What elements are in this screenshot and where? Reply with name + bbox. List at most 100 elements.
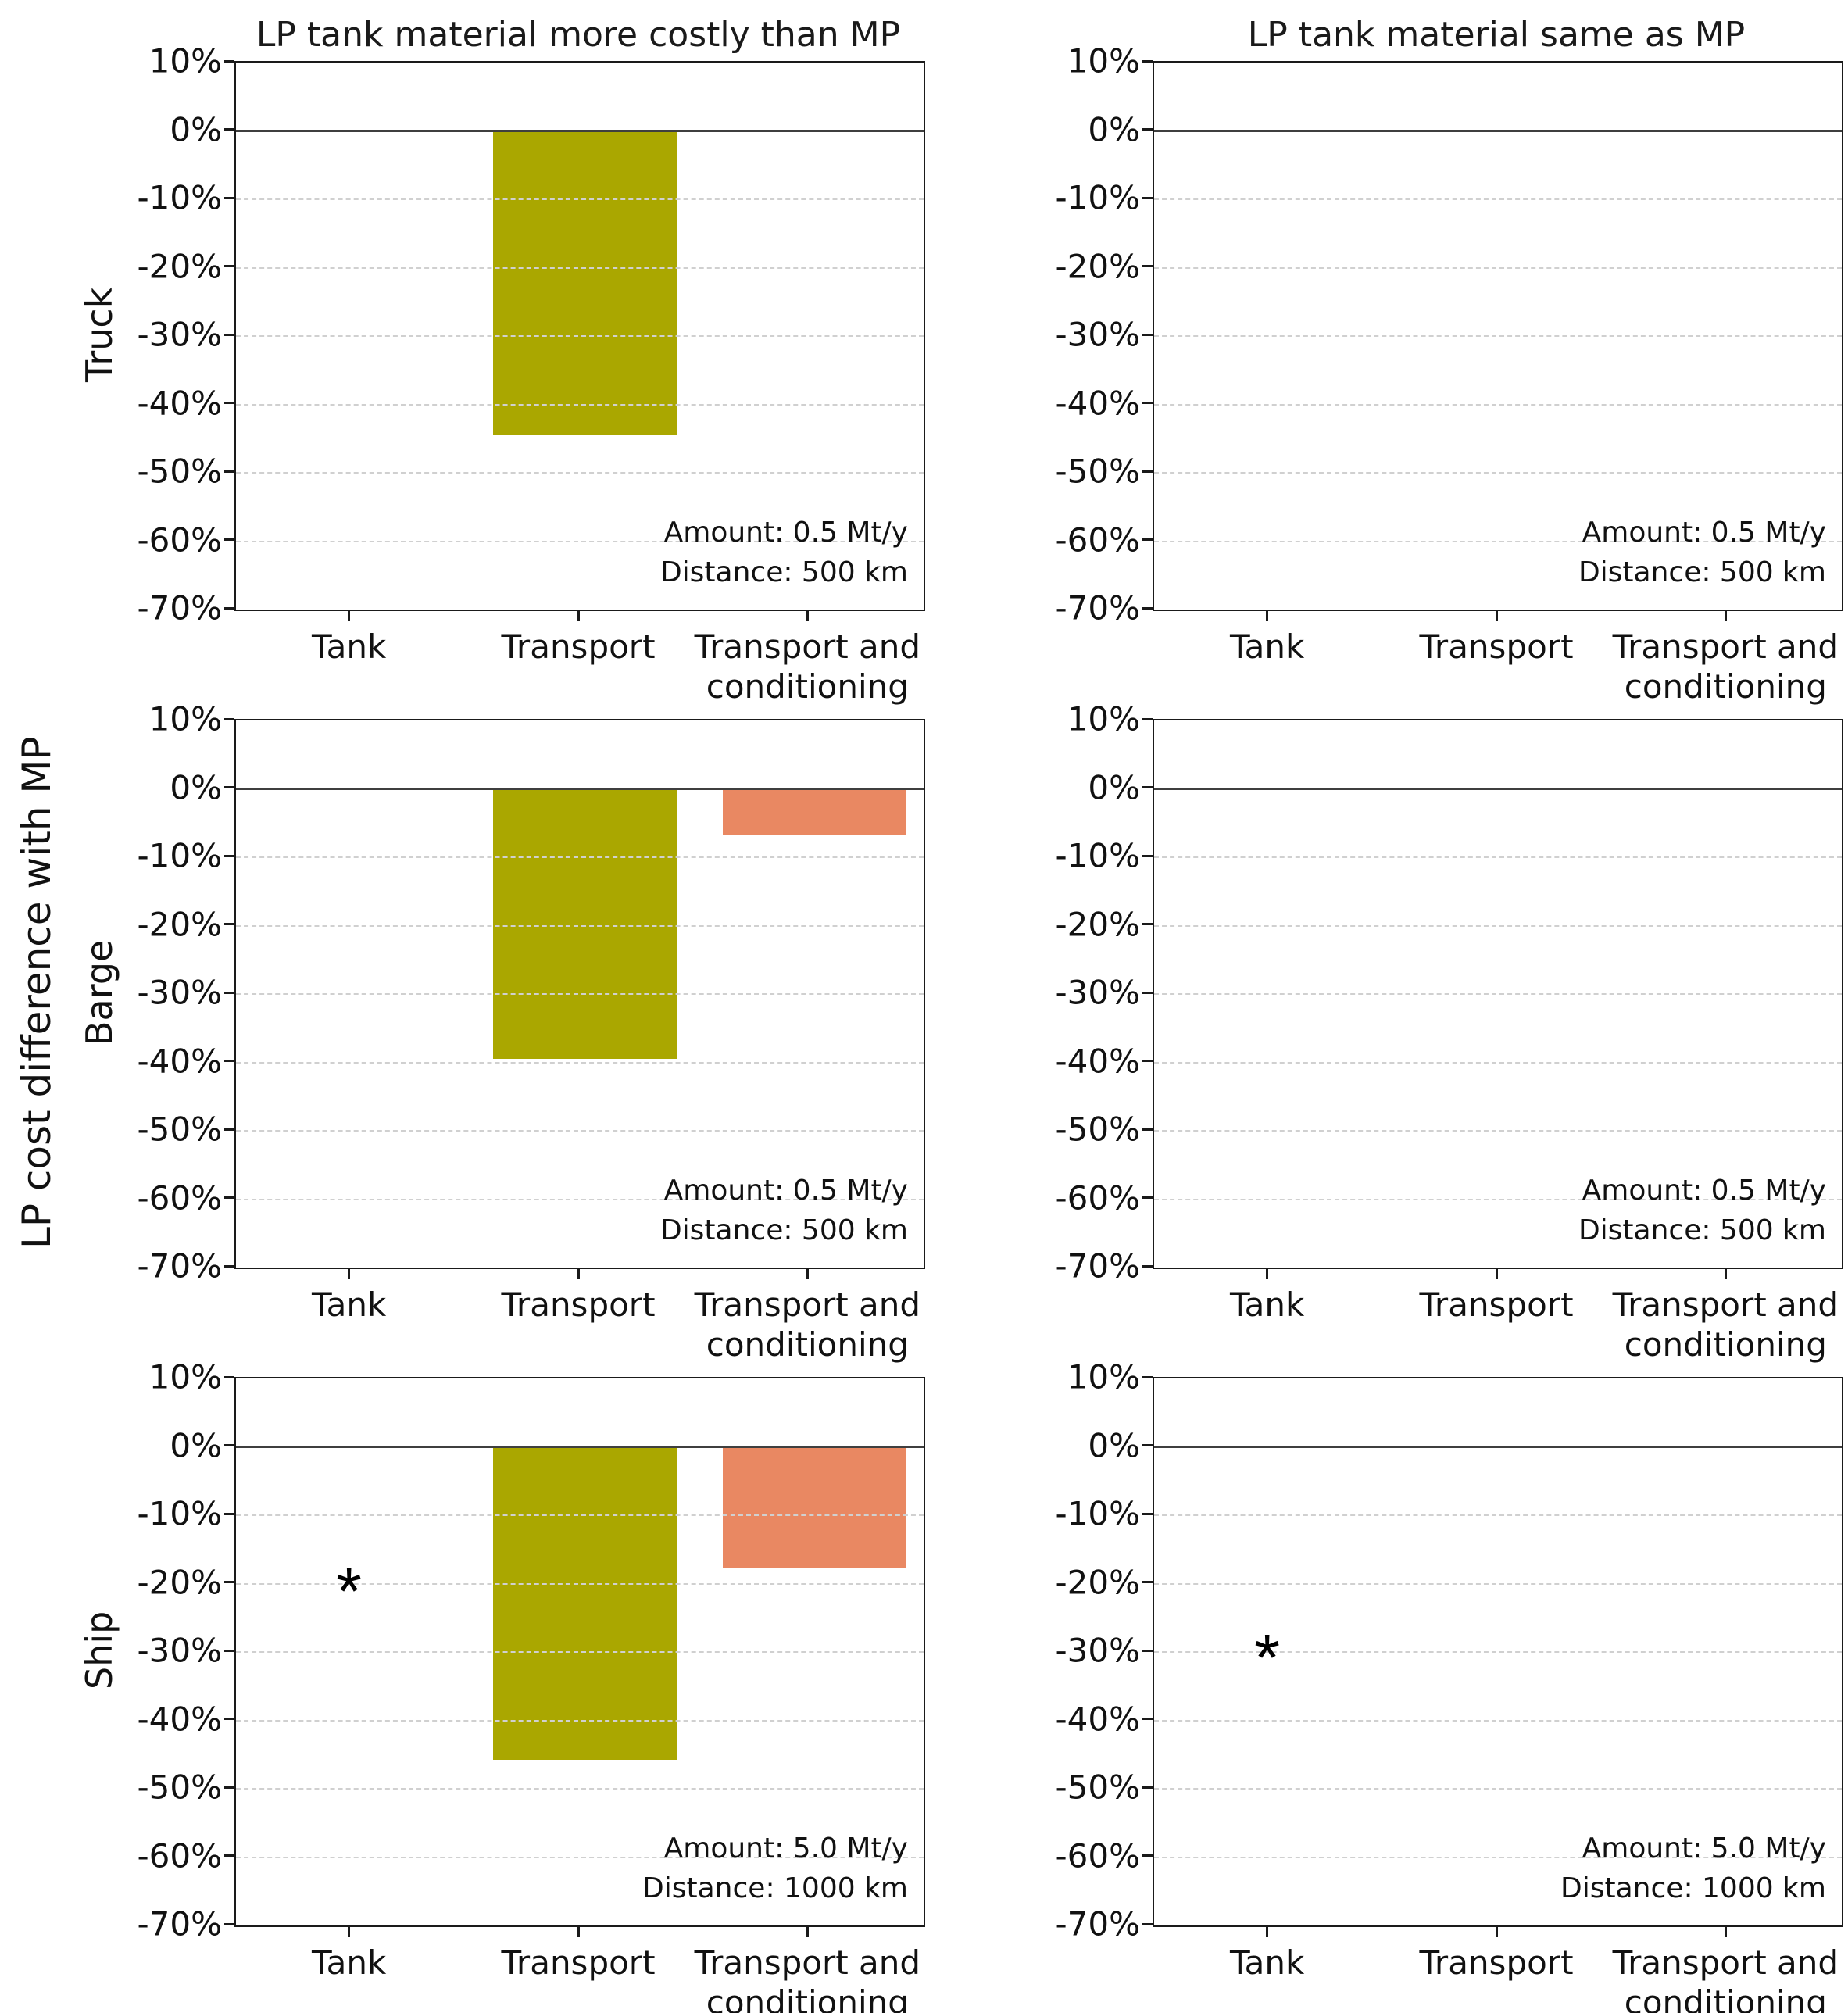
x-tick-mark [806,1927,809,1937]
y-tick-mark [1142,1854,1153,1857]
y-tick-mark [1142,1128,1153,1131]
y-tick-mark [1142,1786,1153,1789]
y-tick-mark [1142,538,1153,541]
gridline [1154,993,1842,995]
y-tick-mark [224,59,234,63]
y-tick-label: -40% [1055,384,1140,422]
y-tick-mark [1142,333,1153,336]
gridline [236,1582,924,1585]
y-tick-mark [1142,1444,1153,1446]
y-tick-label: -40% [1055,1700,1140,1738]
row-label-barge: Barge [78,939,120,1046]
gridline [236,1061,924,1064]
y-tick-label: 0% [170,768,222,806]
annotation: Amount: 5.0 Mt/y Distance: 1000 km [1153,1829,1826,1908]
zero-line [236,788,924,790]
y-tick-label: 0% [1088,768,1140,806]
plot-area [234,1377,925,1927]
y-tick-label: -20% [137,905,222,943]
x-tick-label: Transport [501,1285,656,1324]
y-tick-label: -40% [137,1042,222,1080]
annotation-distance: Distance: 500 km [1578,556,1826,589]
y-tick-label: -10% [1055,178,1140,217]
x-tick-mark [577,1269,580,1279]
y-tick-label: -60% [1055,520,1140,559]
y-tick-mark [224,717,234,720]
y-tick-label: 0% [170,110,222,148]
bar-tank [493,131,677,435]
plot-area [1153,719,1843,1269]
column-title-left: LP tank material more costly than MP [256,15,901,55]
y-tick-mark [224,196,234,199]
row-label-truck: Truck [78,287,120,382]
gridline [236,1788,924,1790]
y-tick-mark [224,1060,234,1062]
x-tick-mark [1266,1927,1269,1937]
gridline [236,1514,924,1516]
gridline [1154,1788,1842,1790]
y-tick-label: -20% [1055,247,1140,285]
annotation-amount: Amount: 0.5 Mt/y [1582,517,1826,549]
gridline [236,403,924,406]
gridline [1154,1130,1842,1132]
y-tick-label: -60% [137,520,222,559]
y-tick-label: -70% [137,588,222,627]
y-tick-label: -50% [1055,1110,1140,1149]
y-tick-label: -70% [1055,1904,1140,1943]
x-tick-label: Transport and conditioning [1612,1943,1839,2013]
y-tick-mark [224,606,234,610]
bar-tank [493,1446,677,1761]
y-tick-mark [1142,1922,1153,1925]
y-tick-label: -10% [137,1494,222,1533]
x-tick-mark [1724,1927,1727,1937]
x-tick-label: Tank [1229,627,1305,666]
y-tick-mark [1142,1060,1153,1062]
y-tick-label: -40% [137,1700,222,1738]
y-tick-label: 10% [148,699,222,738]
x-tick-mark [348,1269,351,1279]
plot-area [1153,1377,1843,1927]
x-tick-label: Transport [1419,1285,1574,1324]
y-tick-label: -10% [137,836,222,875]
x-tick-label: Tank [311,627,387,666]
y-tick-mark [1142,402,1153,404]
y-tick-mark [224,1128,234,1131]
zero-line [1154,1446,1842,1448]
y-tick-mark [224,470,234,473]
y-tick-mark [224,1375,234,1378]
y-tick-mark [224,265,234,267]
annotation: Amount: 0.5 Mt/y Distance: 500 km [234,513,908,592]
x-tick-mark [1724,1269,1727,1279]
plot-area [1153,61,1843,611]
gridline [236,1198,924,1200]
gridline [1154,1582,1842,1585]
zero-line [236,130,924,132]
x-tick-label: Tank [311,1285,387,1324]
y-tick-label: -30% [1055,315,1140,354]
y-tick-mark [224,1854,234,1857]
gridline [1154,540,1842,542]
x-tick-label: Transport [1419,1943,1574,1982]
annotation-distance: Distance: 500 km [1578,1214,1826,1247]
gridline [236,335,924,337]
y-tick-mark [224,786,234,788]
y-tick-mark [1142,1196,1153,1199]
annotation-amount: Amount: 0.5 Mt/y [663,517,908,549]
y-tick-mark [224,538,234,541]
gridline [1154,1061,1842,1064]
x-tick-mark [577,611,580,621]
x-tick-mark [348,611,351,621]
x-tick-label: Transport [501,1943,656,1982]
x-tick-mark [1724,611,1727,621]
x-tick-label: Tank [1229,1285,1305,1324]
gridline [1154,924,1842,927]
gridline [236,993,924,995]
plot-area [234,61,925,611]
y-tick-label: 0% [170,1426,222,1464]
y-tick-mark [224,1512,234,1515]
y-tick-mark [1142,991,1153,994]
x-tick-label: Transport and conditioning [694,1285,921,1364]
gridline [236,1856,924,1858]
y-tick-label: -50% [1055,1768,1140,1807]
